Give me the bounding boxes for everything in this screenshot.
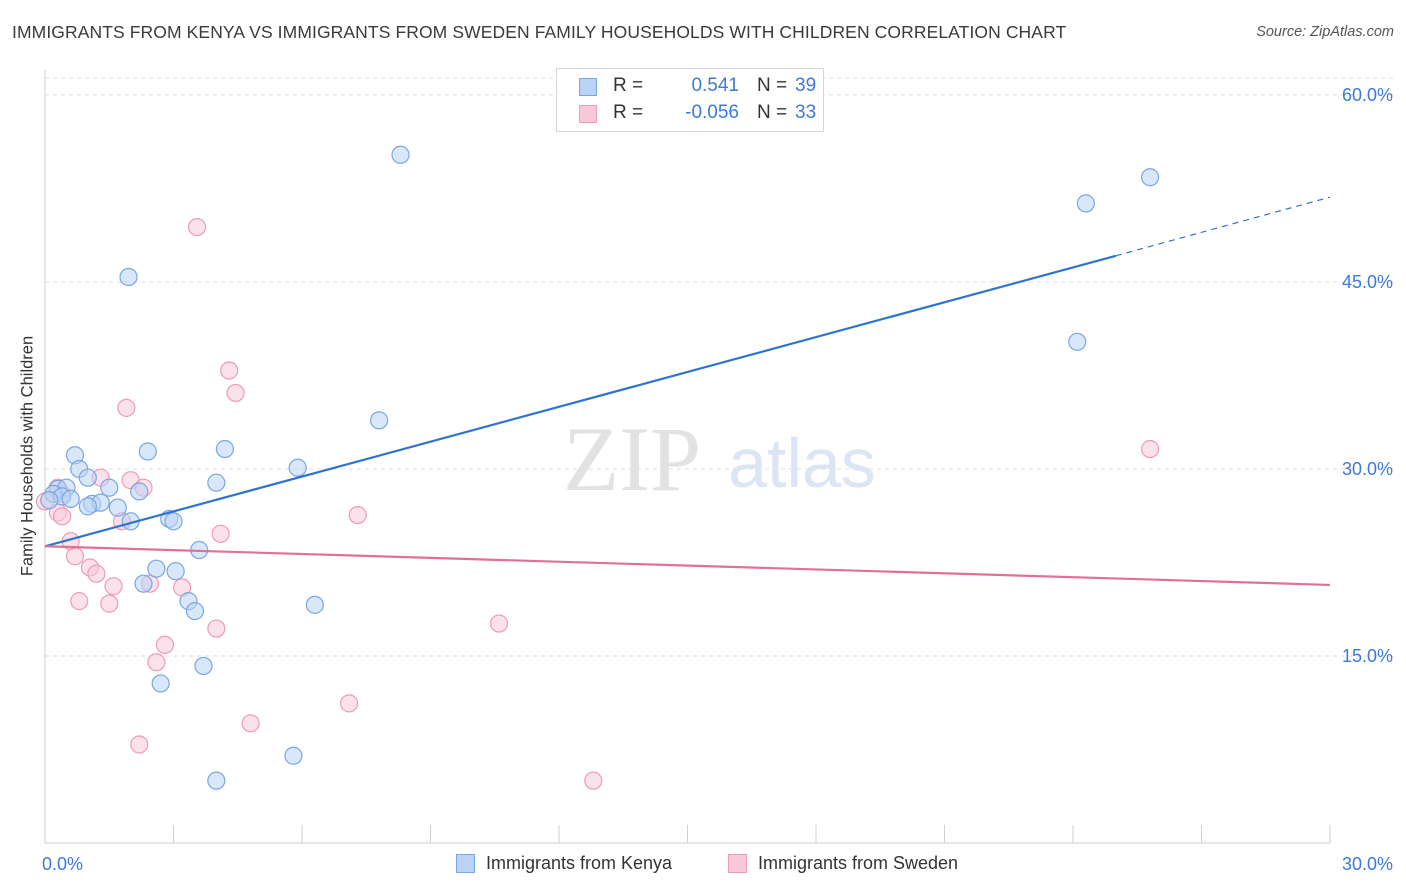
y-tick-label: 60.0%: [1342, 85, 1393, 105]
sweden-point: [104, 577, 123, 596]
sweden-point: [207, 619, 226, 638]
kenya-point: [78, 497, 97, 516]
legend-kenya-label: Immigrants from Kenya: [486, 853, 673, 873]
sweden-point: [130, 735, 149, 754]
sweden-point: [584, 771, 603, 790]
kenya-swatch: [579, 78, 597, 96]
grid-layer: [45, 77, 1395, 657]
kenya-point: [61, 489, 80, 508]
sweden-trendline: [44, 545, 1331, 587]
source-attribution: Source: ZipAtlas.com: [1256, 24, 1394, 40]
kenya-point: [1068, 332, 1087, 351]
sweden-point: [348, 505, 367, 525]
sweden-point: [70, 592, 89, 611]
n-label: N =: [757, 75, 788, 96]
kenya-r-value: 0.541: [691, 75, 739, 96]
sweden-point: [340, 694, 359, 713]
legend-sweden-label: Immigrants from Sweden: [758, 853, 959, 873]
sweden-point: [489, 614, 509, 633]
kenya-point: [164, 512, 183, 531]
kenya-point: [185, 601, 205, 621]
sweden-point: [147, 653, 166, 672]
sweden-point: [117, 398, 136, 417]
kenya-point: [151, 674, 170, 693]
sweden-point: [155, 635, 175, 654]
kenya-point: [284, 746, 303, 765]
kenya-point: [134, 574, 153, 593]
kenya-trendline-extension: [1115, 196, 1331, 257]
x-tick-label: 30.0%: [1342, 854, 1393, 874]
sweden-n-value: 33: [795, 102, 817, 123]
y-tick-label: 30.0%: [1342, 459, 1393, 479]
sweden-point: [226, 383, 245, 403]
tick-labels: 15.0% 30.0% 45.0% 60.0% 0.0% 30.0%: [42, 85, 1393, 874]
sweden-r-value: -0.056: [685, 102, 739, 123]
sweden-swatch: [579, 105, 597, 123]
kenya-point: [207, 473, 226, 492]
sweden-point: [220, 361, 239, 380]
sweden-point: [100, 594, 119, 613]
x-tick-label: 0.0%: [42, 854, 83, 874]
kenya-point: [207, 771, 226, 790]
sweden-point: [53, 507, 72, 526]
y-tick-label: 15.0%: [1342, 646, 1393, 666]
correlation-stats-box: R = 0.541 N = 39 R = -0.056 N = 33: [556, 68, 824, 132]
kenya-point: [138, 442, 157, 461]
n-label: N =: [757, 102, 788, 123]
kenya-point: [288, 458, 307, 477]
kenya-trendline: [44, 254, 1117, 548]
kenya-point: [1076, 194, 1095, 213]
watermark: ZIP atlas: [563, 408, 876, 510]
watermark-zip: ZIP: [563, 408, 701, 510]
kenya-point: [119, 267, 138, 287]
legend-kenya-swatch: [456, 854, 475, 873]
sweden-point: [65, 547, 85, 566]
kenya-point: [166, 562, 185, 581]
kenya-point: [370, 411, 389, 430]
r-label: R =: [613, 102, 644, 123]
watermark-atlas: atlas: [728, 424, 876, 502]
sweden-point: [87, 564, 106, 583]
chart-title: IMMIGRANTS FROM KENYA VS IMMIGRANTS FROM…: [12, 22, 1067, 42]
kenya-point: [305, 595, 324, 614]
chart-legend: Immigrants from Kenya Immigrants from Sw…: [0, 852, 1406, 878]
series-kenya-points: [40, 145, 1160, 790]
sweden-point: [211, 524, 230, 543]
r-label: R =: [613, 75, 644, 96]
kenya-point: [147, 559, 166, 578]
kenya-point: [100, 478, 119, 497]
axis-layer: [44, 70, 1331, 844]
kenya-point: [108, 498, 127, 517]
kenya-point: [130, 482, 149, 501]
kenya-point: [1140, 168, 1160, 187]
trendlines: [44, 196, 1331, 587]
kenya-point: [215, 439, 234, 459]
legend-sweden-swatch: [728, 854, 747, 873]
kenya-point: [78, 468, 97, 487]
kenya-point: [40, 491, 59, 510]
sweden-point: [241, 714, 260, 733]
sweden-point: [187, 217, 207, 237]
kenya-n-value: 39: [795, 75, 817, 96]
kenya-point: [391, 145, 410, 164]
sweden-point: [1140, 439, 1160, 459]
y-tick-label: 45.0%: [1342, 272, 1393, 292]
kenya-point: [194, 656, 213, 676]
